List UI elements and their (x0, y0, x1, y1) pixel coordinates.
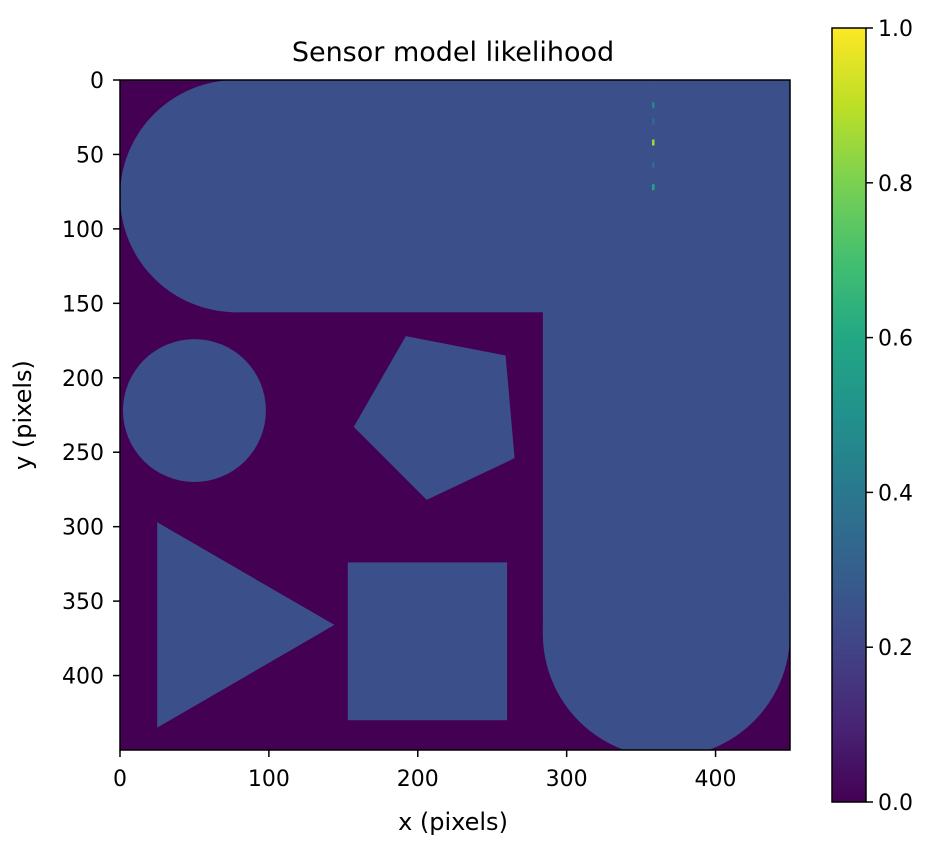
peak-cell-2 (652, 102, 655, 109)
x-tick-label: 200 (397, 767, 439, 792)
x-tick-label: 300 (546, 767, 588, 792)
region-circle (122, 339, 266, 482)
region-top-left-rounded-end (120, 80, 353, 313)
x-tick-label: 400 (695, 767, 737, 792)
y-tick-label: 50 (76, 143, 104, 168)
heatmap-regions (120, 80, 790, 750)
colorbar-tick-label: 0.0 (878, 791, 913, 816)
y-axis-ticks: 0 50 100 150 200 250 300 350 400 (62, 69, 120, 690)
x-axis-ticks: 0 100 200 300 400 (113, 750, 737, 792)
colorbar-ticks: 0.0 0.2 0.4 0.6 0.8 1.0 (866, 17, 913, 816)
peak-cell-4 (652, 161, 655, 168)
peak-cell-1 (652, 184, 655, 191)
colorbar-tick-label: 0.2 (878, 636, 913, 661)
colorbar (831, 27, 867, 803)
colorbar-tick-label: 0.6 (878, 327, 913, 352)
peak-cell-6 (652, 84, 655, 91)
x-tick-label: 0 (113, 767, 127, 792)
colorbar-tick-label: 1.0 (878, 17, 913, 42)
plot-frame (119, 79, 791, 751)
y-tick-label: 0 (90, 69, 104, 94)
region-bottom-right-rounded-end (542, 510, 790, 750)
chart-title: Sensor model likelihood (292, 37, 614, 68)
y-tick-label: 350 (62, 590, 104, 615)
region-pentagon (353, 336, 515, 500)
heatmap-peaks (652, 84, 655, 207)
y-tick-label: 200 (62, 367, 104, 392)
x-axis-label: x (pixels) (398, 808, 508, 836)
y-axis-label: y (pixels) (9, 360, 37, 470)
colorbar-tick-label: 0.4 (878, 481, 913, 506)
peak-cell-3 (652, 118, 655, 125)
y-tick-label: 400 (62, 665, 104, 690)
y-tick-label: 150 (62, 292, 104, 317)
region-triangle (157, 522, 335, 728)
y-tick-label: 300 (62, 516, 104, 541)
peak-cell-5 (652, 200, 655, 207)
region-square (347, 562, 508, 721)
y-tick-label: 250 (62, 441, 104, 466)
x-tick-label: 100 (248, 767, 290, 792)
colorbar-tick-label: 0.8 (878, 172, 913, 197)
peak-cell-0 (652, 139, 655, 146)
y-tick-label: 100 (62, 218, 104, 243)
